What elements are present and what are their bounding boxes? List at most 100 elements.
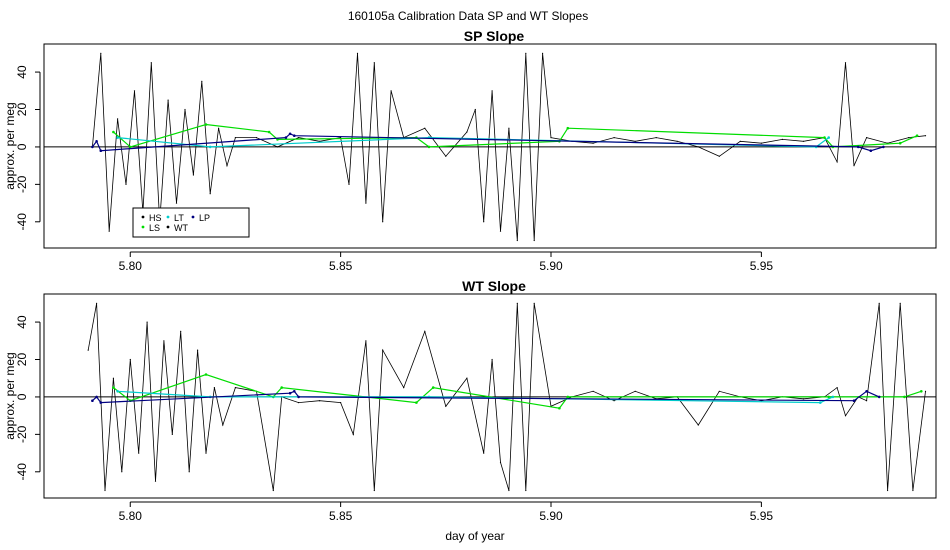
data-point-wt [154,480,157,482]
data-point-wt [340,137,342,139]
data-point-wt [550,137,552,139]
y-tick-label: 40 [15,315,29,329]
data-point-wt [508,489,510,492]
x-tick-label: 5.85 [329,509,353,523]
chart-panel-1: SP Slope 5.80 5.85 5.90 5.95 -40 -20 0 20 40 appro… [3,28,937,273]
data-point-wt [878,302,880,304]
data-point-wt [802,398,805,400]
data-point-wt [234,387,236,389]
data-point-wt [866,137,868,139]
series-line-ls [113,373,922,409]
data-point-wt [499,461,502,463]
data-point-lp [877,395,881,399]
data-point-wt [613,137,615,139]
legend-marker-lt [166,215,170,219]
data-point-wt [175,202,178,204]
data-point-wt [491,90,493,92]
data-point-lp [288,132,292,136]
data-point-wt [592,142,594,144]
data-point-wt [356,52,359,55]
data-point-wt [104,489,106,492]
plot-frame [43,43,937,249]
y-tick-label: -40 [15,463,29,481]
data-point-ls [566,126,570,130]
data-point-wt [112,377,114,379]
data-point-ls [427,145,431,149]
data-point-wt [129,358,131,361]
y-tick-label: -20 [15,425,29,443]
data-point-wt [718,390,720,392]
data-point-wt [201,80,203,82]
data-point-wt [272,489,274,492]
data-point-wt [445,155,447,157]
data-point-wt [167,99,169,101]
data-point-wt [340,402,342,404]
y-tick-label: 40 [15,65,29,79]
legend-label-ls: LS [149,223,160,233]
data-point-wt [150,62,152,64]
data-point-wt [108,230,110,232]
data-point-lp [91,399,94,403]
data-point-lt [116,390,119,393]
data-point-lt [208,145,212,149]
y-tick-label: 0 [15,143,29,150]
data-point-wt [373,489,375,492]
data-point-wt [382,221,384,223]
data-point-wt [836,161,838,163]
x-tick-label: 5.85 [329,259,353,273]
data-point-ls [898,141,902,145]
data-point-wt [853,165,855,167]
data-point-wt [739,140,741,142]
data-point-wt [298,402,300,404]
data-point-wt [188,471,190,473]
data-point-lt [831,395,835,399]
legend-box [132,207,250,238]
data-point-ls [129,145,132,149]
data-point-wt [508,127,510,129]
data-point-ls [827,395,830,399]
data-point-wt [533,239,535,242]
data-point-wt [499,230,502,232]
data-point-wt [319,400,321,402]
data-point-wt [226,165,228,167]
data-point-wt [390,90,392,92]
data-point-wt [298,137,300,139]
legend-marker-wt [166,225,170,229]
data-point-wt [466,131,468,133]
data-point-wt [718,155,720,157]
data-point-wt [213,387,215,389]
data-point-wt [844,62,847,64]
data-point-wt [365,202,367,204]
data-point-wt [352,433,354,435]
data-point-wt [209,193,211,195]
data-point-wt [171,433,173,435]
data-point-ls [112,130,115,134]
y-tick-label: 20 [15,103,29,117]
data-point-ls [915,134,919,137]
x-tick-label: 5.90 [539,509,563,523]
data-point-wt [899,302,901,304]
data-point-lp [297,395,300,399]
y-axis-label: approx. per meg [3,102,17,189]
data-point-wt [403,387,405,389]
data-point-ls [566,395,570,399]
data-point-lp [865,390,868,393]
y-tick-label: -20 [15,175,29,193]
data-point-wt [483,221,485,223]
data-point-wt [192,174,194,176]
legend-marker-lp [191,215,195,219]
data-point-lp [95,395,98,399]
chart-panels: SP Slope 5.80 5.85 5.90 5.95 -40 -20 0 20 40 appro… [3,28,937,543]
figure-title: 160105a Calibration Data SP and WT Slope… [348,9,588,23]
legend-label-lt: LT [174,213,184,223]
data-point-ls [920,390,923,393]
data-point-wt [781,138,784,140]
data-point-wt [634,140,636,142]
plot-area [87,302,927,492]
data-point-wt [634,390,636,392]
data-point-ls [280,386,284,389]
data-point-wt [138,452,140,454]
data-point-wt [117,118,119,120]
x-tick-label: 5.90 [539,259,563,273]
